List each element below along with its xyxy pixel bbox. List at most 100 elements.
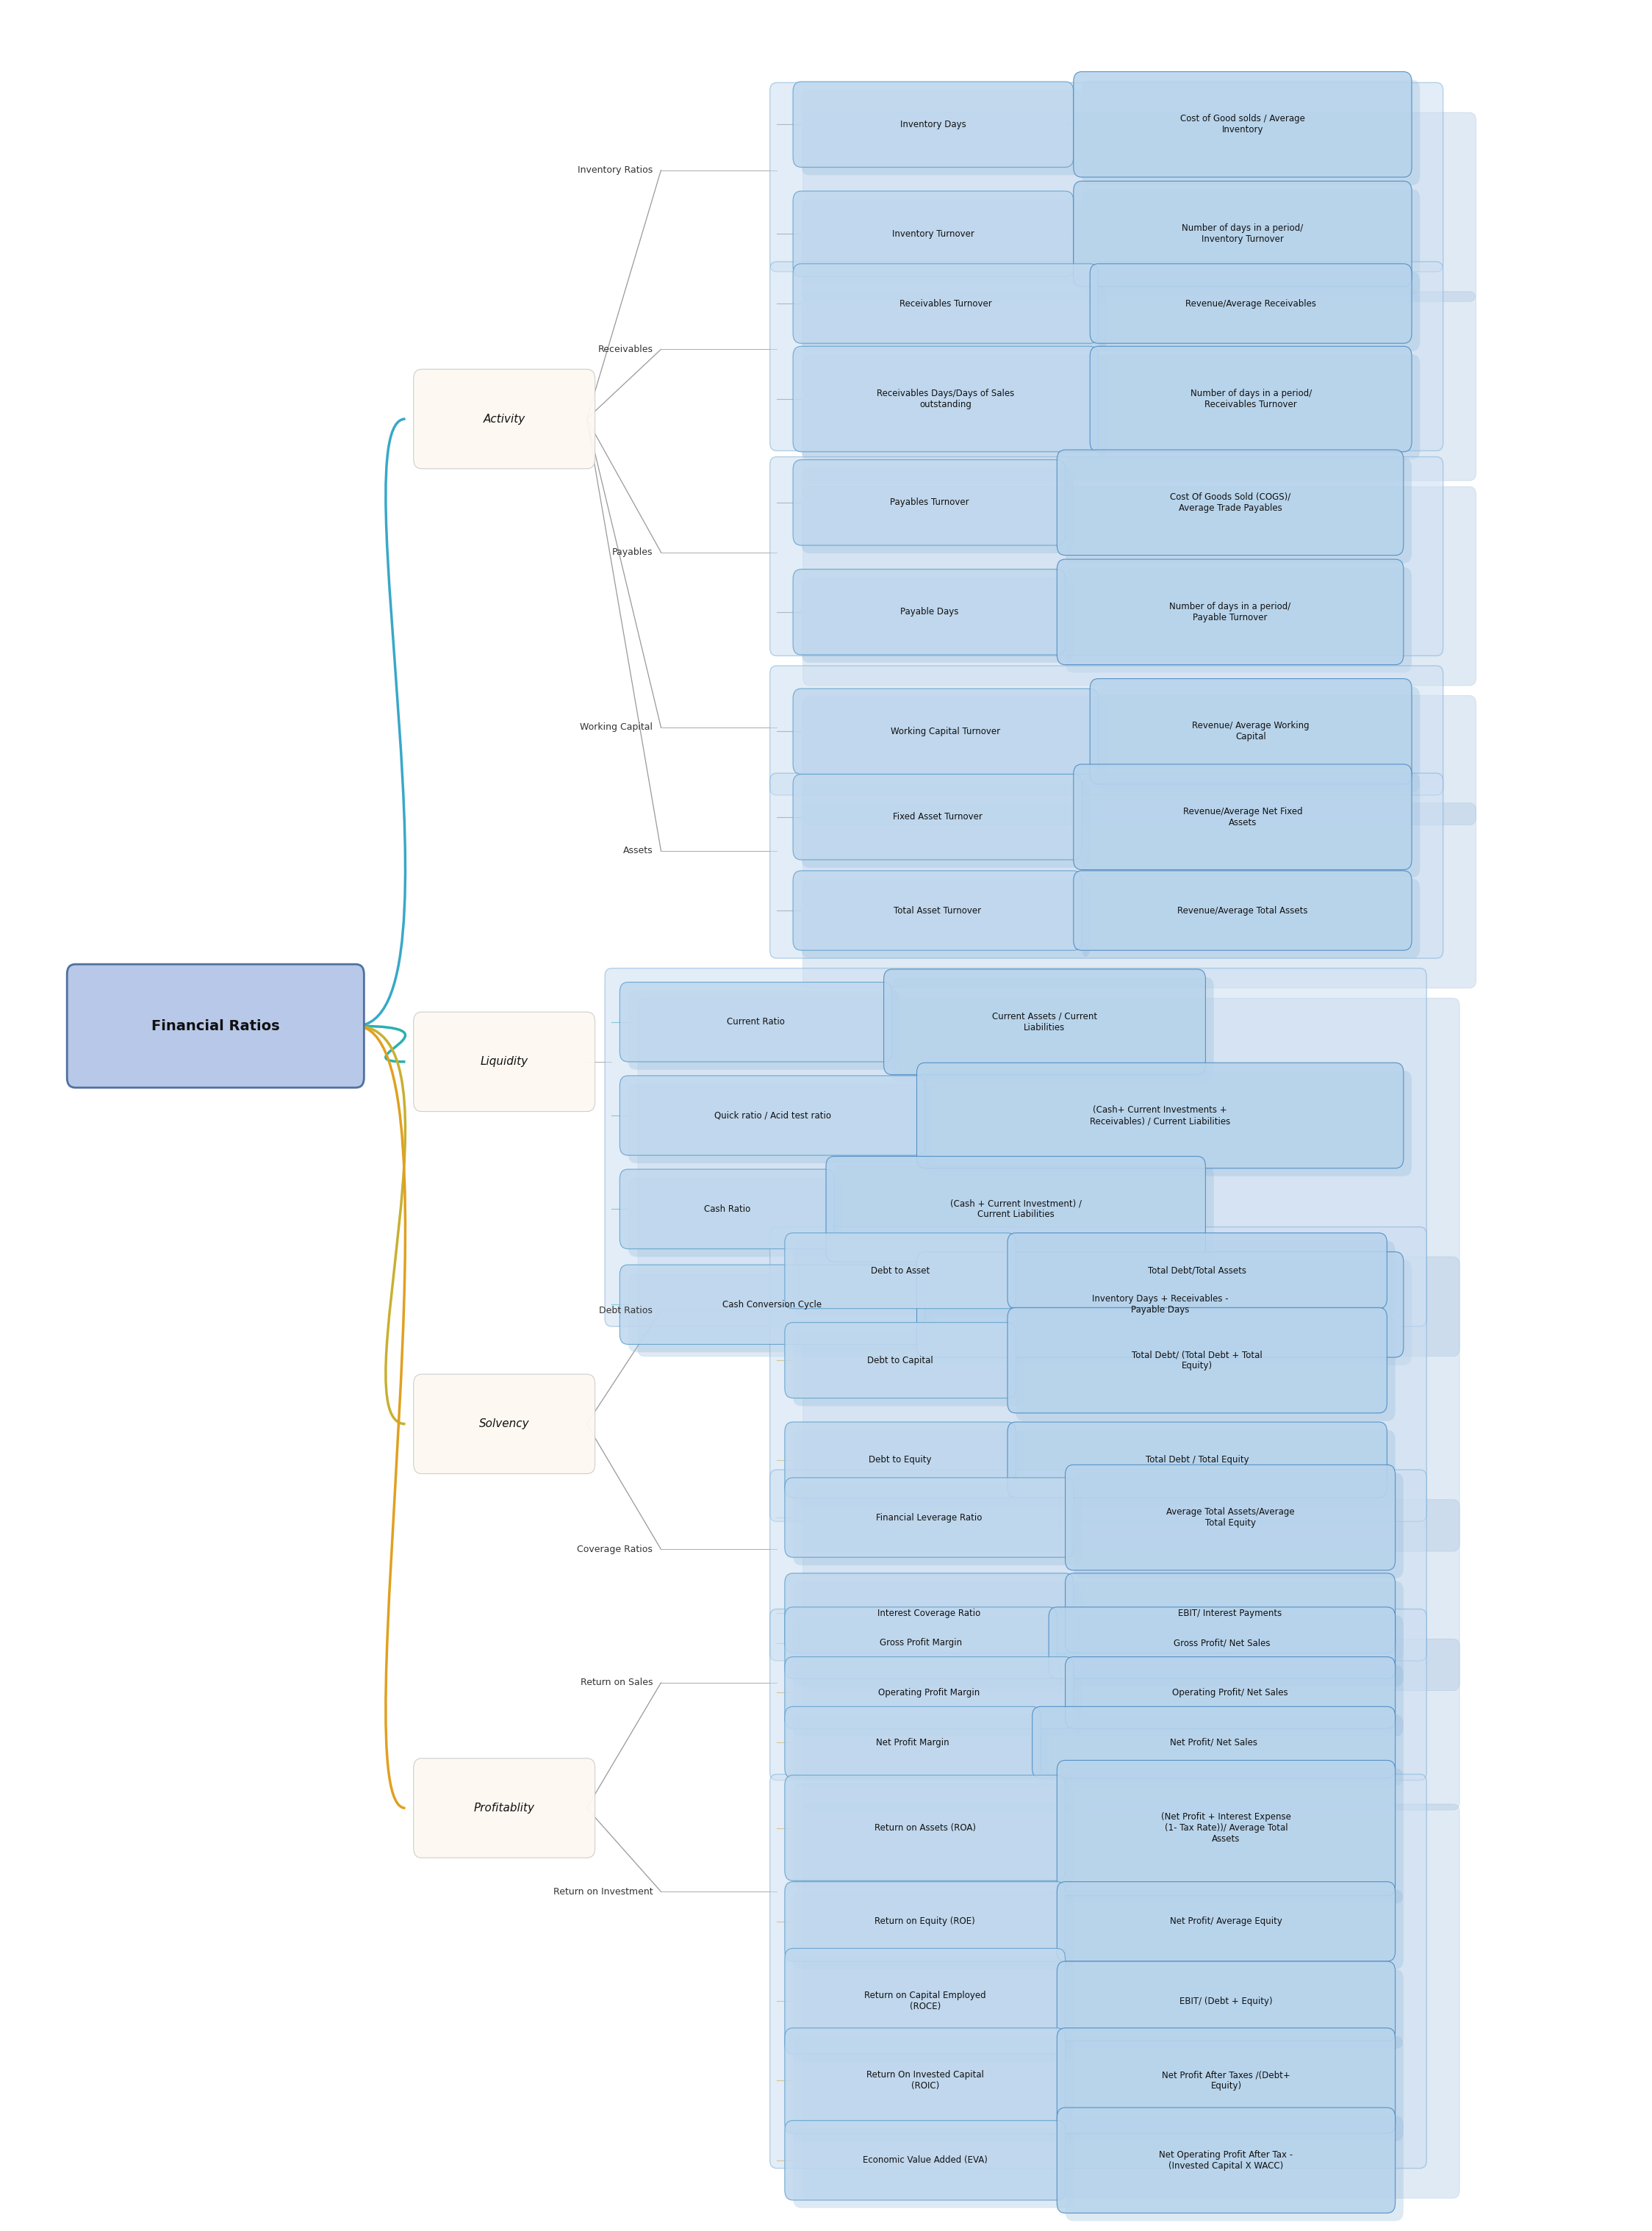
FancyBboxPatch shape xyxy=(1057,2028,1396,2133)
Text: Average Total Assets/Average
Total Equity: Average Total Assets/Average Total Equit… xyxy=(1166,1508,1295,1528)
FancyBboxPatch shape xyxy=(638,997,1460,1356)
FancyBboxPatch shape xyxy=(1074,1472,1404,1577)
FancyBboxPatch shape xyxy=(1099,272,1421,350)
Text: Return On Invested Capital
(ROIC): Return On Invested Capital (ROIC) xyxy=(866,2070,983,2090)
Text: Revenue/ Average Working
Capital: Revenue/ Average Working Capital xyxy=(1193,721,1310,741)
Text: Working Capital Turnover: Working Capital Turnover xyxy=(890,727,1001,736)
Text: Receivables Days/Days of Sales
outstanding: Receivables Days/Days of Sales outstandi… xyxy=(877,388,1014,408)
Text: Total Debt/ (Total Debt + Total
Equity): Total Debt/ (Total Debt + Total Equity) xyxy=(1132,1350,1262,1370)
Text: Gross Profit Margin: Gross Profit Margin xyxy=(879,1638,961,1649)
FancyBboxPatch shape xyxy=(793,1664,1082,1736)
FancyBboxPatch shape xyxy=(1057,1615,1404,1687)
Text: (Cash+ Current Investments +
Receivables) / Current Liabilities: (Cash+ Current Investments + Receivables… xyxy=(1090,1104,1231,1127)
FancyBboxPatch shape xyxy=(1057,451,1404,556)
Text: Debt Ratios: Debt Ratios xyxy=(600,1305,653,1316)
FancyBboxPatch shape xyxy=(1008,1307,1388,1412)
FancyBboxPatch shape xyxy=(801,879,1090,959)
FancyBboxPatch shape xyxy=(1090,346,1412,453)
FancyBboxPatch shape xyxy=(413,368,595,469)
FancyBboxPatch shape xyxy=(413,1758,595,1858)
FancyBboxPatch shape xyxy=(793,870,1082,950)
Text: Revenue/Average Net Fixed
Assets: Revenue/Average Net Fixed Assets xyxy=(1183,808,1302,828)
FancyBboxPatch shape xyxy=(785,1421,1016,1497)
FancyBboxPatch shape xyxy=(793,1582,1082,1660)
FancyBboxPatch shape xyxy=(803,1256,1460,1551)
FancyBboxPatch shape xyxy=(884,968,1206,1075)
FancyBboxPatch shape xyxy=(803,486,1477,685)
FancyBboxPatch shape xyxy=(1082,80,1421,185)
Text: Total Debt / Total Equity: Total Debt / Total Equity xyxy=(1145,1455,1249,1464)
FancyBboxPatch shape xyxy=(917,1252,1404,1356)
FancyBboxPatch shape xyxy=(1074,71,1412,176)
FancyBboxPatch shape xyxy=(770,83,1444,272)
FancyBboxPatch shape xyxy=(1066,1573,1396,1653)
FancyBboxPatch shape xyxy=(620,982,892,1062)
Text: Net Profit/ Average Equity: Net Profit/ Average Equity xyxy=(1170,1916,1282,1925)
FancyBboxPatch shape xyxy=(793,1330,1024,1406)
FancyBboxPatch shape xyxy=(1057,560,1404,665)
FancyBboxPatch shape xyxy=(801,469,1074,553)
Text: EBIT/ Interest Payments: EBIT/ Interest Payments xyxy=(1178,1609,1282,1617)
FancyBboxPatch shape xyxy=(1016,1240,1396,1316)
FancyBboxPatch shape xyxy=(628,1272,933,1352)
FancyBboxPatch shape xyxy=(793,569,1066,654)
Text: Inventory Ratios: Inventory Ratios xyxy=(578,165,653,174)
FancyBboxPatch shape xyxy=(1016,1316,1396,1421)
FancyBboxPatch shape xyxy=(1066,1970,1404,2048)
FancyBboxPatch shape xyxy=(793,1890,1074,1970)
Text: Activity: Activity xyxy=(484,413,525,424)
FancyBboxPatch shape xyxy=(801,199,1082,286)
FancyBboxPatch shape xyxy=(770,1470,1427,1660)
FancyBboxPatch shape xyxy=(793,192,1074,277)
FancyBboxPatch shape xyxy=(605,968,1427,1327)
FancyBboxPatch shape xyxy=(793,689,1099,774)
Text: Return on Equity (ROE): Return on Equity (ROE) xyxy=(876,1916,975,1925)
FancyBboxPatch shape xyxy=(1049,1606,1396,1678)
Text: Net Profit Margin: Net Profit Margin xyxy=(876,1738,950,1747)
FancyBboxPatch shape xyxy=(1041,1716,1404,1787)
FancyBboxPatch shape xyxy=(793,346,1099,453)
FancyBboxPatch shape xyxy=(1008,1234,1388,1310)
FancyBboxPatch shape xyxy=(793,83,1074,167)
FancyBboxPatch shape xyxy=(1074,1664,1404,1736)
FancyBboxPatch shape xyxy=(803,1640,1460,1809)
FancyBboxPatch shape xyxy=(917,1062,1404,1169)
Text: Payables Turnover: Payables Turnover xyxy=(889,498,968,506)
Text: Inventory Days + Receivables -
Payable Days: Inventory Days + Receivables - Payable D… xyxy=(1092,1294,1229,1314)
FancyBboxPatch shape xyxy=(770,1609,1427,1780)
Text: Payable Days: Payable Days xyxy=(900,607,958,616)
FancyBboxPatch shape xyxy=(793,2128,1074,2209)
FancyBboxPatch shape xyxy=(1082,879,1421,959)
FancyBboxPatch shape xyxy=(801,783,1090,868)
Text: Operating Profit Margin: Operating Profit Margin xyxy=(879,1689,980,1698)
Text: Coverage Ratios: Coverage Ratios xyxy=(577,1544,653,1555)
FancyBboxPatch shape xyxy=(785,1707,1041,1778)
FancyBboxPatch shape xyxy=(793,1240,1024,1316)
FancyBboxPatch shape xyxy=(925,1261,1412,1365)
Text: Economic Value Added (EVA): Economic Value Added (EVA) xyxy=(862,2155,988,2164)
FancyBboxPatch shape xyxy=(620,1169,834,1249)
Text: Cost Of Goods Sold (COGS)/
Average Trade Payables: Cost Of Goods Sold (COGS)/ Average Trade… xyxy=(1170,493,1290,513)
Text: Inventory Turnover: Inventory Turnover xyxy=(892,230,975,239)
Text: Revenue/Average Total Assets: Revenue/Average Total Assets xyxy=(1178,906,1308,915)
FancyBboxPatch shape xyxy=(785,1606,1057,1678)
Text: Net Operating Profit After Tax -
(Invested Capital X WACC): Net Operating Profit After Tax - (Invest… xyxy=(1160,2151,1294,2171)
FancyBboxPatch shape xyxy=(785,1573,1074,1653)
FancyBboxPatch shape xyxy=(793,1957,1074,2061)
FancyBboxPatch shape xyxy=(793,1615,1066,1687)
FancyBboxPatch shape xyxy=(770,665,1444,794)
FancyBboxPatch shape xyxy=(1066,2115,1404,2222)
Text: Current Ratio: Current Ratio xyxy=(727,1017,785,1026)
Text: Receivables Turnover: Receivables Turnover xyxy=(899,299,991,308)
FancyBboxPatch shape xyxy=(793,1716,1049,1787)
FancyBboxPatch shape xyxy=(1016,1430,1396,1506)
FancyBboxPatch shape xyxy=(785,1776,1066,1881)
FancyBboxPatch shape xyxy=(628,991,900,1069)
FancyBboxPatch shape xyxy=(803,292,1477,480)
Text: Return on Capital Employed
(ROCE): Return on Capital Employed (ROCE) xyxy=(864,1990,986,2012)
Text: Number of days in a period/
Payable Turnover: Number of days in a period/ Payable Turn… xyxy=(1170,602,1290,622)
FancyBboxPatch shape xyxy=(793,1486,1082,1566)
FancyBboxPatch shape xyxy=(620,1075,925,1156)
FancyBboxPatch shape xyxy=(785,1881,1066,1961)
Text: (Cash + Current Investment) /
Current Liabilities: (Cash + Current Investment) / Current Li… xyxy=(950,1198,1082,1220)
